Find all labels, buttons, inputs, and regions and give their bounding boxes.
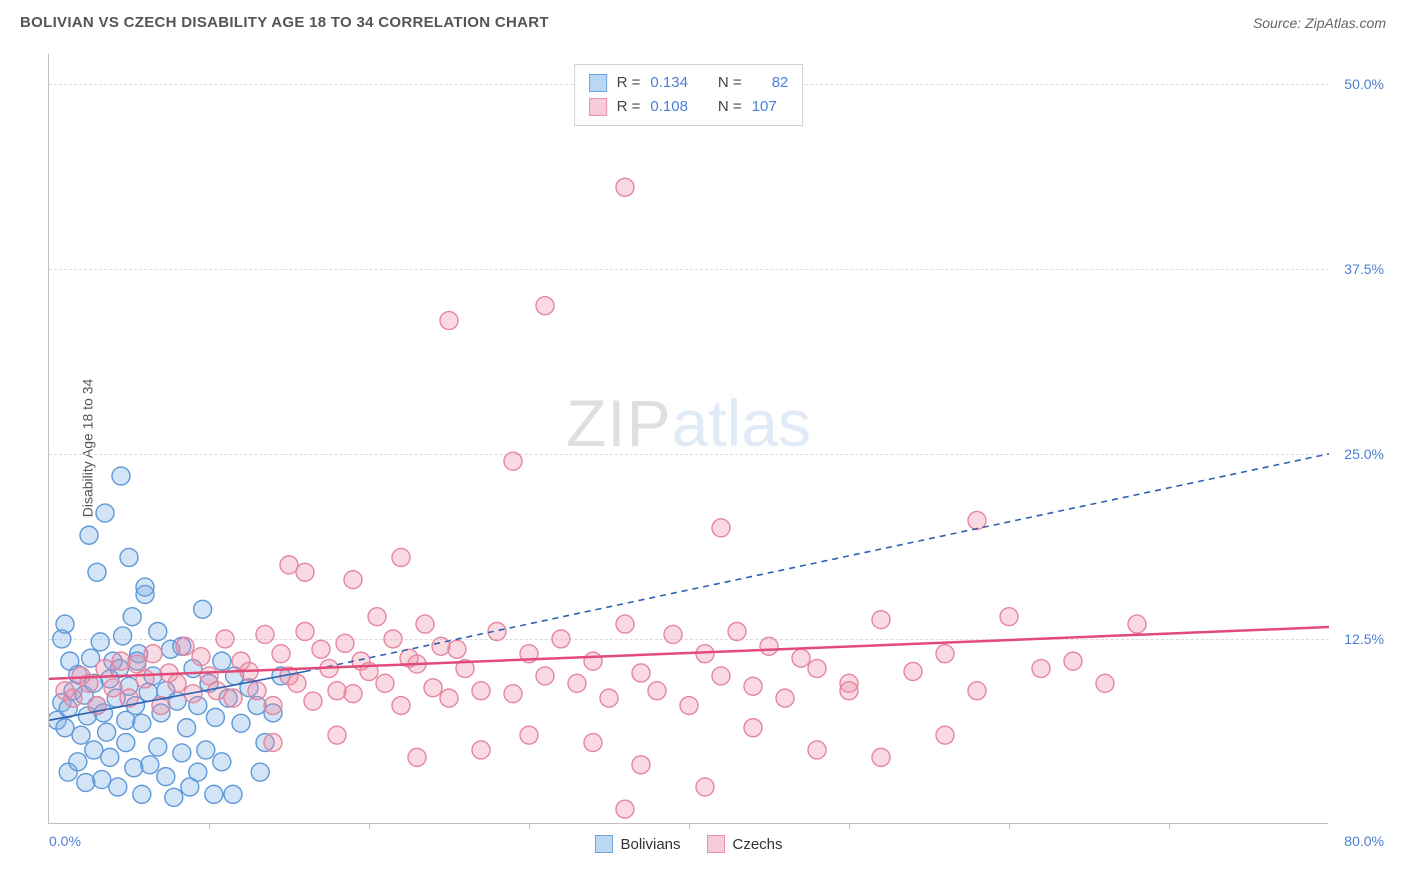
swatch-czechs-bottom bbox=[707, 835, 725, 853]
legend-item-czechs: Czechs bbox=[707, 835, 783, 853]
yaxis-tick-label: 50.0% bbox=[1330, 76, 1384, 92]
yaxis-tick-label: 12.5% bbox=[1330, 631, 1384, 647]
swatch-bolivians-bottom bbox=[594, 835, 612, 853]
legend-row-czechs: R = 0.108 N = 107 bbox=[589, 95, 789, 119]
correlation-legend: R = 0.134 N = 82 R = 0.108 N = 107 bbox=[574, 64, 804, 126]
yaxis-tick-label: 25.0% bbox=[1330, 446, 1384, 462]
legend-row-bolivians: R = 0.134 N = 82 bbox=[589, 71, 789, 95]
plot-area: 12.5%25.0%37.5%50.0% ZIPatlas R = 0.134 … bbox=[48, 54, 1328, 824]
chart-container: Disability Age 18 to 34 12.5%25.0%37.5%5… bbox=[48, 54, 1386, 842]
swatch-bolivians bbox=[589, 74, 607, 92]
chart-title: BOLIVIAN VS CZECH DISABILITY AGE 18 TO 3… bbox=[20, 14, 549, 31]
xaxis-min-label: 0.0% bbox=[49, 833, 81, 849]
chart-source: Source: ZipAtlas.com bbox=[1253, 15, 1386, 31]
yaxis-tick-label: 37.5% bbox=[1330, 261, 1384, 277]
swatch-czechs bbox=[589, 98, 607, 116]
scatter-svg bbox=[49, 54, 1329, 824]
xaxis-max-label: 80.0% bbox=[1344, 833, 1384, 849]
legend-item-bolivians: Bolivians bbox=[594, 835, 680, 853]
series-legend: Bolivians Czechs bbox=[594, 835, 782, 853]
